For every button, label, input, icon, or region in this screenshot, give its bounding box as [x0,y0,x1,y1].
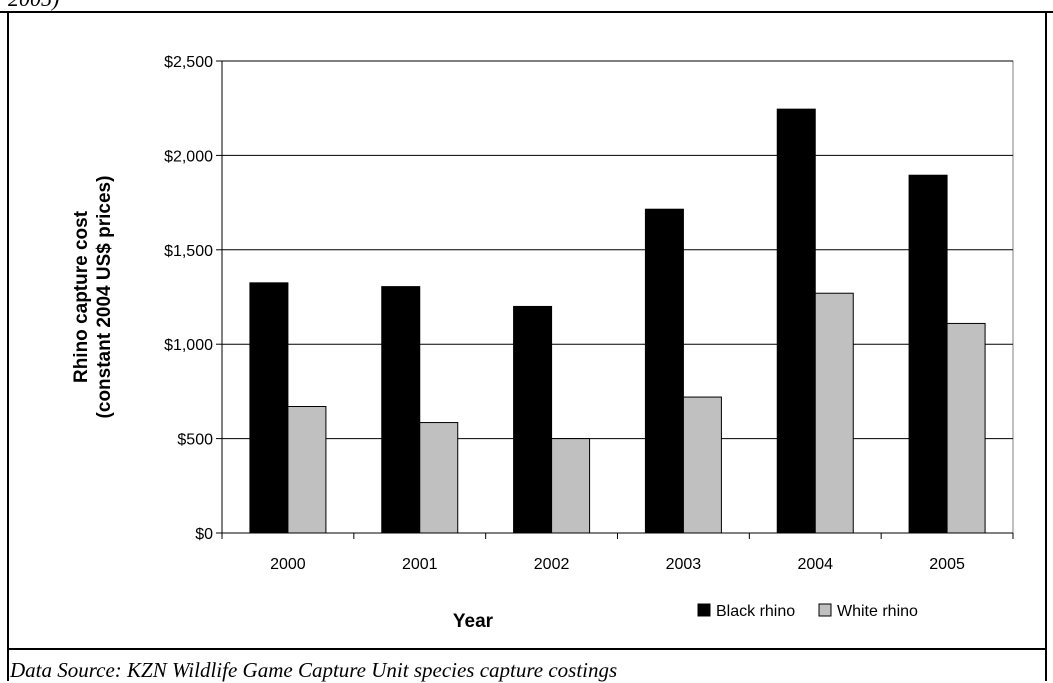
gridlines [221,60,1014,534]
bars [249,108,986,534]
legend-label-black-rhino: Black rhino [716,603,795,620]
bar-white-rhino-2002 [551,438,591,534]
bar-black-rhino-2003 [644,208,684,534]
frame-right-border [1045,11,1047,681]
bar-white-rhino-2000 [287,406,327,534]
bar-white-rhino-2001 [419,422,459,534]
y-tick-label: $2,000 [164,148,213,165]
x-tick-label: 2004 [797,556,833,573]
plot-area-border [221,60,1014,534]
y-axis-title-line-2: (constant 2004 US$ prices) [94,176,115,419]
x-tick-label: 2002 [534,556,570,573]
y-axis-title-line-1: Rhino capture cost [71,210,92,383]
bar-black-rhino-2005 [908,174,948,534]
frame-left-border [7,11,9,681]
bar-white-rhino-2004 [814,292,854,534]
bar-white-rhino-2003 [682,396,722,534]
bar-black-rhino-2000 [249,282,289,534]
x-tick-label: 2003 [666,556,702,573]
x-tick-label: 2000 [270,556,306,573]
axes [216,60,1014,539]
tick-labels: $0 $500 $1,000 $1,500 $2,000 $2,500 2000 2001 20… [164,54,965,573]
legend-swatch-white-rhino [818,603,832,617]
y-tick-label: $0 [195,526,213,543]
y-tick-label: $1,000 [164,337,213,354]
y-tick-label: $2,500 [164,54,213,71]
bar-black-rhino-2004 [776,108,816,534]
legend: Black rhino White rhino [697,603,918,620]
y-tick-label: $1,500 [164,243,213,260]
frame-top-border [0,11,1053,13]
bar-black-rhino-2001 [381,286,421,534]
data-source-note: Data Source: KZN Wildlife Game Capture U… [10,658,618,682]
legend-swatch-black-rhino [697,603,711,617]
bar-white-rhino-2005 [946,322,986,534]
x-tick-label: 2005 [929,556,965,573]
frame-bottom-border [7,648,1047,650]
legend-label-white-rhino: White rhino [837,603,918,620]
x-tick-label: 2001 [402,556,438,573]
bar-black-rhino-2002 [513,305,553,534]
top-caption: 2005) [8,0,59,12]
x-axis-title: Year [453,611,494,632]
y-tick-label: $500 [177,432,213,449]
